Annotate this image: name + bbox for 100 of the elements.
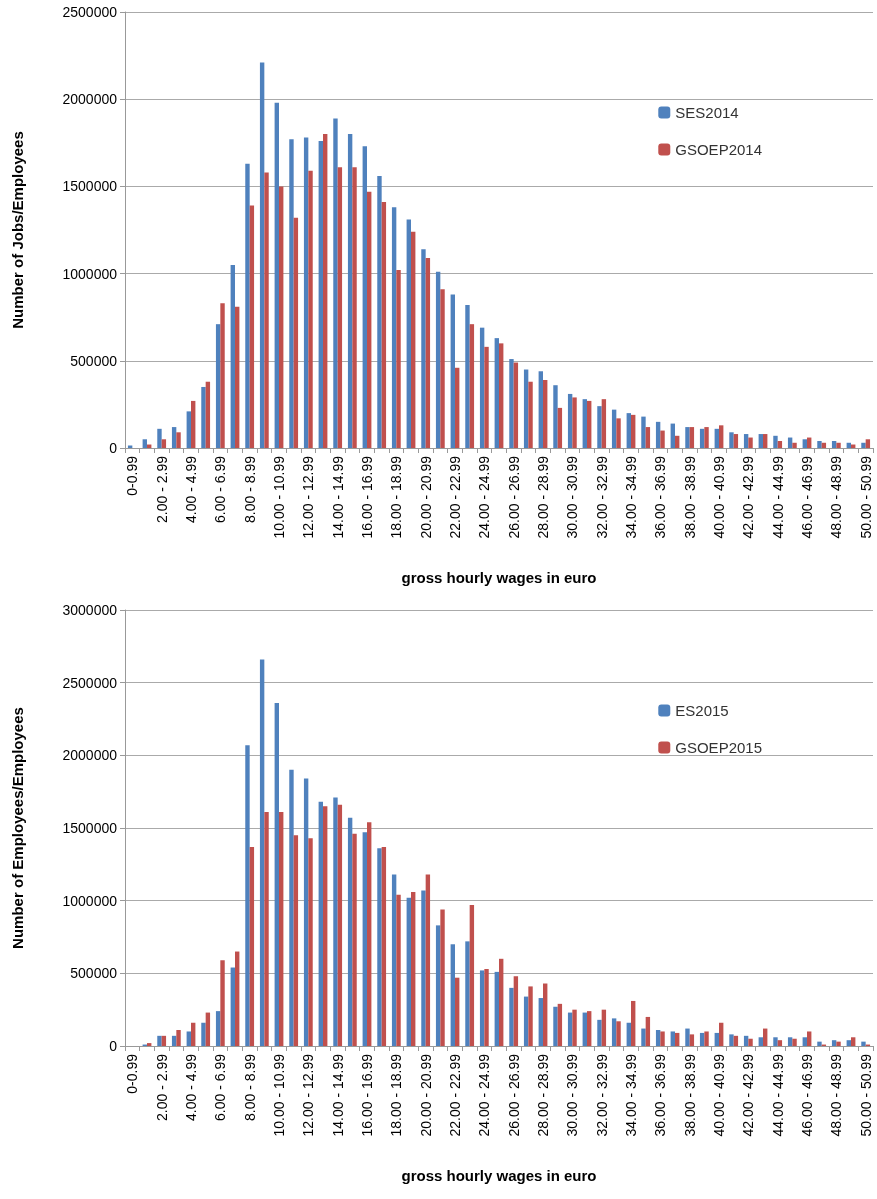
bar	[787, 1037, 793, 1046]
bar	[323, 806, 328, 1046]
bar	[675, 1032, 680, 1046]
bar	[645, 1016, 651, 1046]
bar	[264, 812, 269, 1046]
bar	[469, 905, 475, 1046]
x-tick-label: 2.00 - 2.99	[153, 455, 170, 523]
x-tick-label: 20.00 - 20.99	[417, 455, 434, 539]
bar	[264, 172, 269, 448]
bar	[670, 423, 675, 448]
bar	[406, 219, 411, 448]
bar	[733, 434, 739, 448]
bar	[274, 703, 279, 1046]
x-tick-label: 12.00 - 12.99	[300, 1053, 317, 1137]
bar	[509, 359, 514, 448]
bar	[699, 428, 705, 448]
bar	[611, 409, 617, 448]
bar	[714, 1032, 719, 1046]
bar	[513, 362, 519, 448]
x-tick-label: 8.00 - 8.99	[241, 1053, 258, 1121]
bar	[127, 445, 133, 448]
bar	[469, 324, 475, 448]
bar	[440, 909, 445, 1046]
bar	[777, 1040, 783, 1046]
bar	[743, 434, 749, 448]
y-tick-label: 3000000	[62, 602, 118, 618]
bar	[411, 891, 416, 1046]
bar	[391, 874, 397, 1046]
bar	[235, 951, 240, 1046]
bar	[567, 393, 573, 448]
bar	[318, 801, 323, 1046]
x-tick-label: 22.00 - 22.99	[447, 455, 463, 539]
bar	[494, 338, 499, 448]
bar	[689, 1034, 695, 1046]
bar	[831, 441, 837, 448]
bar	[279, 812, 284, 1046]
bar	[528, 986, 533, 1046]
bar	[729, 432, 734, 448]
bar	[479, 970, 485, 1046]
bar	[308, 838, 313, 1046]
bar	[597, 406, 602, 448]
bar	[851, 1037, 856, 1046]
x-tick-label: 16.00 - 16.99	[359, 1053, 375, 1137]
bar	[641, 1028, 646, 1046]
bar	[201, 1022, 206, 1046]
x-tick-label: 40.00 - 40.99	[711, 455, 727, 539]
bar	[758, 434, 763, 448]
bar	[303, 778, 309, 1046]
bar	[557, 1003, 563, 1046]
bar	[777, 441, 783, 448]
bar	[802, 439, 807, 448]
x-tick-label: 42.00 - 42.99	[740, 455, 757, 539]
bar	[846, 1040, 851, 1046]
bar	[484, 968, 489, 1046]
bar	[699, 1032, 705, 1046]
x-tick-label: 34.00 - 34.99	[623, 455, 639, 539]
x-tick-label: 38.00 - 38.99	[681, 455, 698, 539]
x-tick-label: 46.00 - 46.99	[799, 1053, 815, 1137]
bar	[377, 175, 382, 448]
bar	[406, 897, 411, 1046]
bar	[391, 207, 397, 448]
bar	[611, 1018, 617, 1046]
bar	[792, 442, 797, 448]
y-tick-label: 0	[109, 1038, 118, 1054]
y-tick-label: 500000	[70, 965, 118, 982]
x-tick-label: 24.00 - 24.99	[476, 455, 493, 539]
bar	[616, 418, 621, 448]
y-axis-title: Number of Employees/Employees	[9, 707, 26, 949]
bar	[201, 386, 206, 448]
bar	[352, 167, 357, 448]
bar	[641, 416, 646, 448]
bar	[347, 817, 353, 1046]
bar	[817, 1041, 822, 1046]
y-tick-label: 2000000	[62, 91, 118, 108]
bar	[259, 62, 265, 448]
bar	[289, 139, 294, 448]
x-tick-label: 36.00 - 36.99	[652, 1053, 669, 1137]
bar	[523, 996, 529, 1046]
bar	[367, 822, 372, 1046]
x-tick-label: 30.00 - 30.99	[564, 455, 581, 539]
bar	[685, 1028, 690, 1046]
bar	[572, 1009, 577, 1046]
x-tick-label: 32.00 - 32.99	[593, 455, 610, 539]
bar	[279, 186, 284, 448]
bar	[259, 659, 265, 1046]
legend-label: ES2015	[675, 702, 729, 719]
bar	[499, 958, 504, 1046]
y-tick-label: 1500000	[62, 178, 118, 195]
bar	[494, 971, 499, 1046]
x-tick-label: 18.00 - 18.99	[388, 1053, 405, 1137]
bar	[616, 1021, 621, 1046]
x-tick-label: 40.00 - 40.99	[711, 1053, 727, 1137]
x-tick-label: 48.00 - 48.99	[828, 455, 845, 539]
bar	[587, 400, 592, 448]
bar	[729, 1034, 734, 1046]
x-tick-label: 14.00 - 14.99	[329, 455, 346, 539]
legend-label: GSOEP2015	[675, 739, 762, 756]
bar	[553, 1006, 558, 1046]
bar	[142, 439, 147, 448]
bar	[161, 439, 167, 448]
